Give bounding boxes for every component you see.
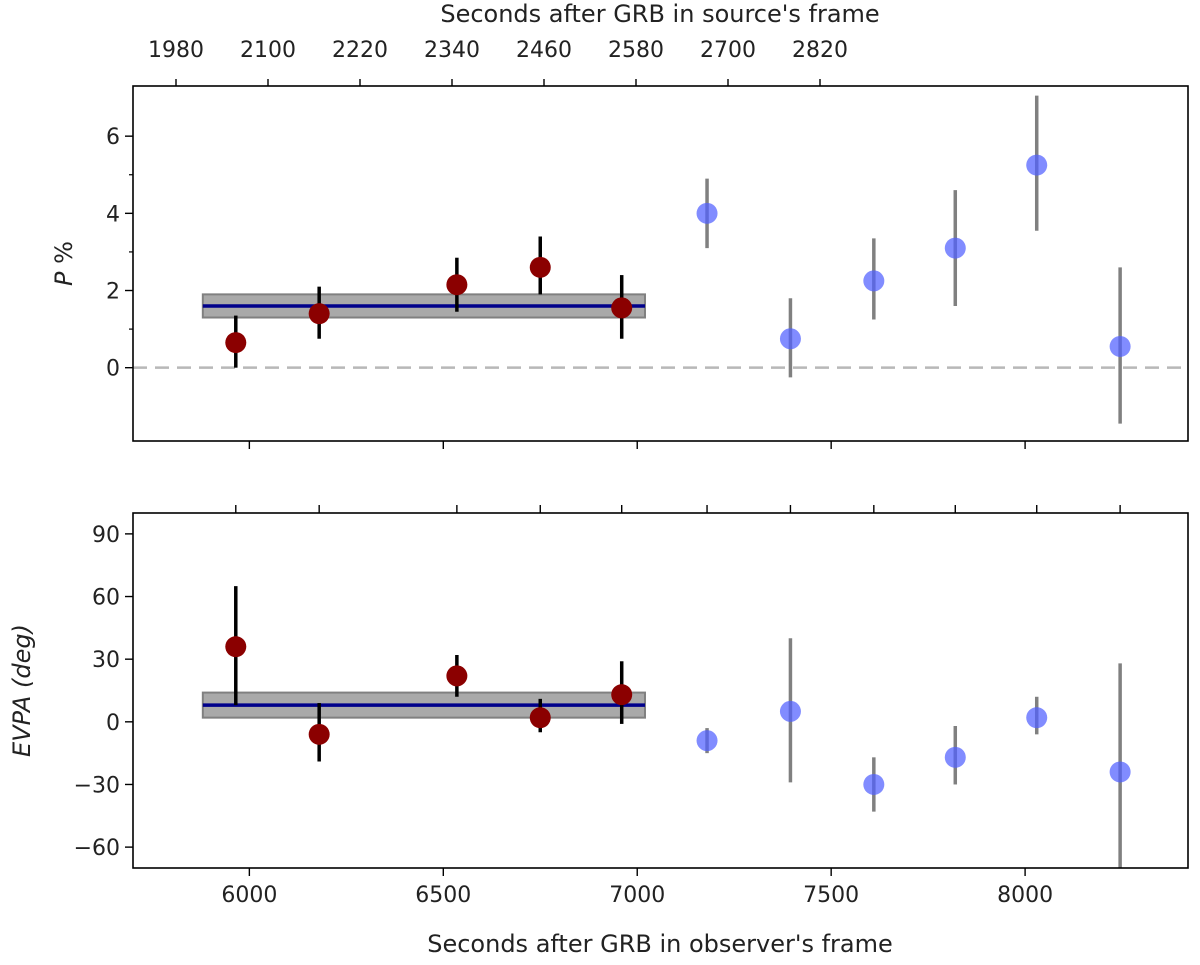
early-data-point xyxy=(225,332,247,354)
y-tick-label: −60 xyxy=(74,836,120,861)
late-data-point xyxy=(944,237,966,259)
y-tick-label: 0 xyxy=(106,711,120,736)
top-axis-ticks: 1980 2100 2220 2340 2460 2580 2700 2820 xyxy=(148,38,848,86)
early-data-point xyxy=(308,303,330,325)
late-data-point xyxy=(779,700,801,722)
x-tick-label: 6000 xyxy=(221,883,277,908)
y-tick-label: 30 xyxy=(92,648,120,673)
late-data-point xyxy=(1026,707,1048,729)
x-tick-label: 6500 xyxy=(415,883,471,908)
top-tick-label: 2460 xyxy=(516,38,572,63)
plot-frame xyxy=(132,512,1189,869)
x-tick-label: 7000 xyxy=(609,883,665,908)
pol-y-axis-title: P % xyxy=(50,241,78,286)
top-tick-label: 2700 xyxy=(700,38,756,63)
y-axis-title-unit: (deg) xyxy=(8,624,36,696)
x-tick-label: 8000 xyxy=(997,883,1053,908)
y-tick-label: 4 xyxy=(106,202,120,227)
y-tick-label: 6 xyxy=(106,125,120,150)
late-data-point xyxy=(944,746,966,768)
top-tick-label: 2820 xyxy=(792,38,848,63)
top-tick-label: 1980 xyxy=(148,38,204,63)
x-tick-label: 7500 xyxy=(803,883,859,908)
evpa-y-axis-title: EVPA (deg) xyxy=(8,624,36,757)
y-tick-label: −30 xyxy=(74,773,120,798)
y-tick-label: 60 xyxy=(92,586,120,611)
early-data-point xyxy=(611,684,633,706)
evpa-panel: −60 −30 0 30 60 90 6000 6500 7000 7500 8000 EVPA (d… xyxy=(8,505,1189,908)
early-data-point xyxy=(529,256,551,278)
polarization-panel: 0 2 4 6 P % xyxy=(50,85,1189,449)
y-axis-title-main: P xyxy=(50,271,78,286)
bottom-axis-title: Seconds after GRB in observer's frame xyxy=(427,930,893,958)
early-data-point xyxy=(446,665,468,687)
early-data-point xyxy=(308,723,330,745)
y-tick-label: 2 xyxy=(106,280,120,305)
early-data-point xyxy=(611,297,633,319)
late-data-point xyxy=(1026,154,1048,176)
early-data-point xyxy=(529,707,551,729)
late-data-point xyxy=(696,730,718,752)
top-axis-title: Seconds after GRB in source's frame xyxy=(440,0,879,28)
late-data-point xyxy=(1109,335,1131,357)
y-axis-title-unit: % xyxy=(50,241,78,271)
y-tick-label: 0 xyxy=(106,357,120,382)
top-tick-label: 2220 xyxy=(332,38,388,63)
top-tick-label: 2100 xyxy=(240,38,296,63)
early-data-point xyxy=(225,636,247,658)
y-axis-title-main: EVPA xyxy=(8,696,36,757)
early-data-point xyxy=(446,274,468,296)
top-tick-label: 2580 xyxy=(608,38,664,63)
late-data-point xyxy=(1109,761,1131,783)
top-tick-label: 2340 xyxy=(424,38,480,63)
late-data-point xyxy=(863,773,885,795)
plot-frame xyxy=(132,85,1189,442)
late-data-point xyxy=(696,202,718,224)
late-data-point xyxy=(863,270,885,292)
late-data-point xyxy=(779,328,801,350)
y-tick-label: 90 xyxy=(92,523,120,548)
